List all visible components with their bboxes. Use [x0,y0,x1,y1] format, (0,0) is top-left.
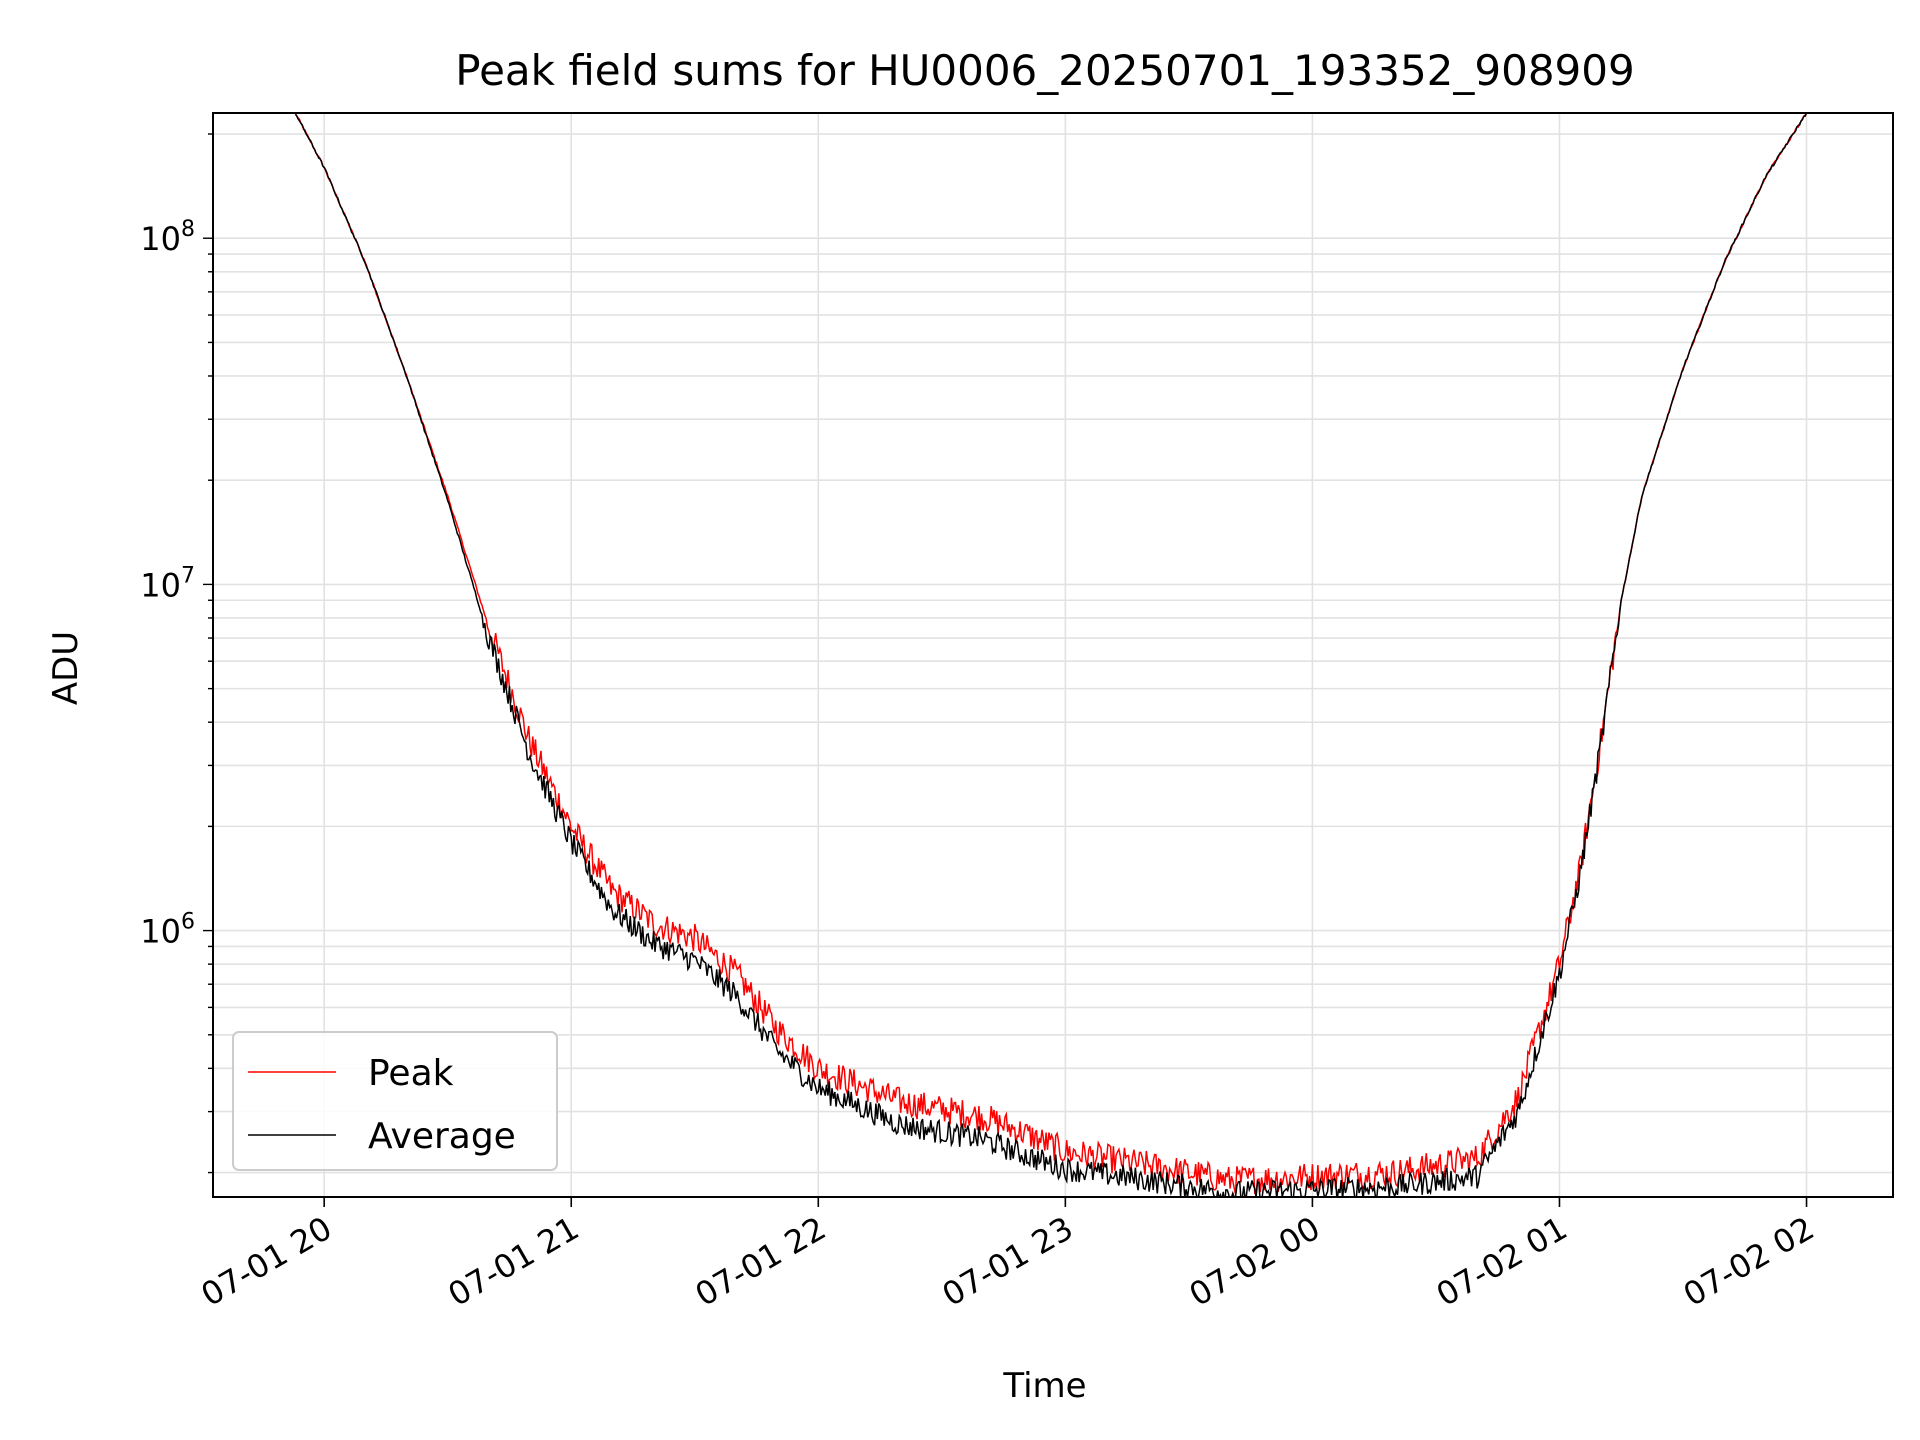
plot-frame [212,112,1894,1198]
grid [213,113,1893,1197]
y-tick-label: 106 [140,910,195,951]
y-tick-label: 107 [140,563,195,604]
y-tick-label: 108 [140,217,195,258]
plot-area [294,113,1808,1197]
series-line-peak [294,113,1808,1195]
series-line-average [294,113,1808,1197]
y-axis-label: ADU [46,631,86,705]
legend: Peak Average [232,1031,558,1171]
x-axis-label: Time [1002,1366,1086,1406]
legend-label-average: Average [368,1116,516,1157]
chart-title: Peak field sums for HU0006_20250701_1933… [455,46,1634,95]
legend-label-peak: Peak [368,1053,454,1094]
